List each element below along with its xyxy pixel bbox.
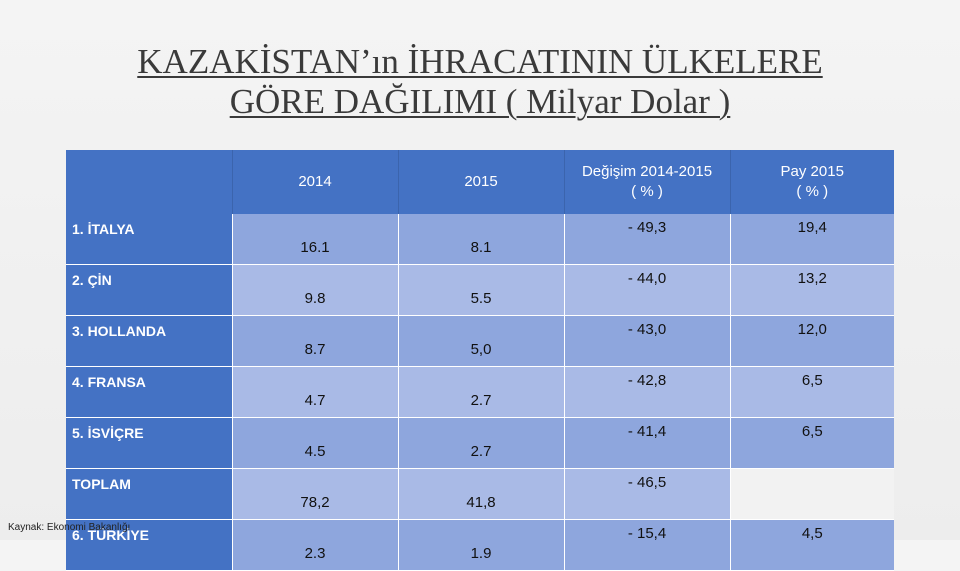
value-2014-cell: 9.8	[232, 264, 399, 316]
value-2014-cell: 4.7	[232, 366, 399, 418]
country-cell: 3. HOLLANDA	[66, 315, 233, 367]
value-2014-cell: 4.5	[232, 417, 399, 469]
share-cell: 13,2	[730, 264, 894, 316]
change-cell: - 41,4	[564, 417, 731, 469]
value-2014-cell: 2.3	[232, 519, 399, 571]
value-2014-cell: 16.1	[232, 214, 399, 265]
country-cell: TOPLAM	[66, 468, 233, 520]
header-share: Pay 2015 ( % )	[730, 150, 894, 214]
change-cell: - 49,3	[564, 214, 731, 265]
source-note: Kaynak: Ekonomi Bakanlığı	[8, 522, 131, 533]
header-change: Değişim 2014-2015 ( % )	[564, 150, 731, 214]
slide-title: KAZAKİSTAN’ın İHRACATININ ÜLKELERE GÖRE …	[0, 42, 960, 122]
share-cell: 19,4	[730, 214, 894, 265]
table-row: 4. FRANSA 4.7 2.7 - 42,8 6,5	[66, 366, 894, 418]
share-cell: 4,5	[730, 519, 894, 571]
table-row: TOPLAM 78,2 41,8 - 46,5	[66, 468, 894, 520]
table-row: 1. İTALYA 16.1 8.1 - 49,3 19,4	[66, 214, 894, 265]
title-line-1: KAZAKİSTAN’ın İHRACATININ ÜLKELERE	[137, 42, 823, 81]
header-row: 2014 2015 Değişim 2014-2015 ( % ) Pay 20…	[66, 150, 894, 214]
share-cell	[730, 468, 894, 520]
table-row: 6. TÜRKİYE 2.3 1.9 - 15,4 4,5	[66, 519, 894, 571]
change-cell: - 46,5	[564, 468, 731, 520]
share-cell: 6,5	[730, 417, 894, 469]
table-row: 2. ÇİN 9.8 5.5 - 44,0 13,2	[66, 264, 894, 316]
header-2014: 2014	[232, 150, 399, 214]
change-cell: - 44,0	[564, 264, 731, 316]
share-cell: 6,5	[730, 366, 894, 418]
value-2015-cell: 8.1	[398, 214, 565, 265]
value-2015-cell: 1.9	[398, 519, 565, 571]
share-cell: 12,0	[730, 315, 894, 367]
change-cell: - 43,0	[564, 315, 731, 367]
country-cell: 4. FRANSA	[66, 366, 233, 418]
change-cell: - 15,4	[564, 519, 731, 571]
country-cell: 1. İTALYA	[66, 214, 233, 265]
change-cell: - 42,8	[564, 366, 731, 418]
header-2015: 2015	[398, 150, 565, 214]
value-2015-cell: 2.7	[398, 366, 565, 418]
country-cell: 2. ÇİN	[66, 264, 233, 316]
table-row: 3. HOLLANDA 8.7 5,0 - 43,0 12,0	[66, 315, 894, 367]
value-2015-cell: 5,0	[398, 315, 565, 367]
header-country	[66, 150, 233, 214]
value-2015-cell: 5.5	[398, 264, 565, 316]
export-table: 2014 2015 Değişim 2014-2015 ( % ) Pay 20…	[66, 150, 894, 571]
value-2015-cell: 41,8	[398, 468, 565, 520]
country-cell: 5. İSVİÇRE	[66, 417, 233, 469]
value-2014-cell: 8.7	[232, 315, 399, 367]
value-2014-cell: 78,2	[232, 468, 399, 520]
title-line-2: GÖRE DAĞILIMI ( Milyar Dolar )	[229, 82, 731, 121]
table-row: 5. İSVİÇRE 4.5 2.7 - 41,4 6,5	[66, 417, 894, 469]
value-2015-cell: 2.7	[398, 417, 565, 469]
